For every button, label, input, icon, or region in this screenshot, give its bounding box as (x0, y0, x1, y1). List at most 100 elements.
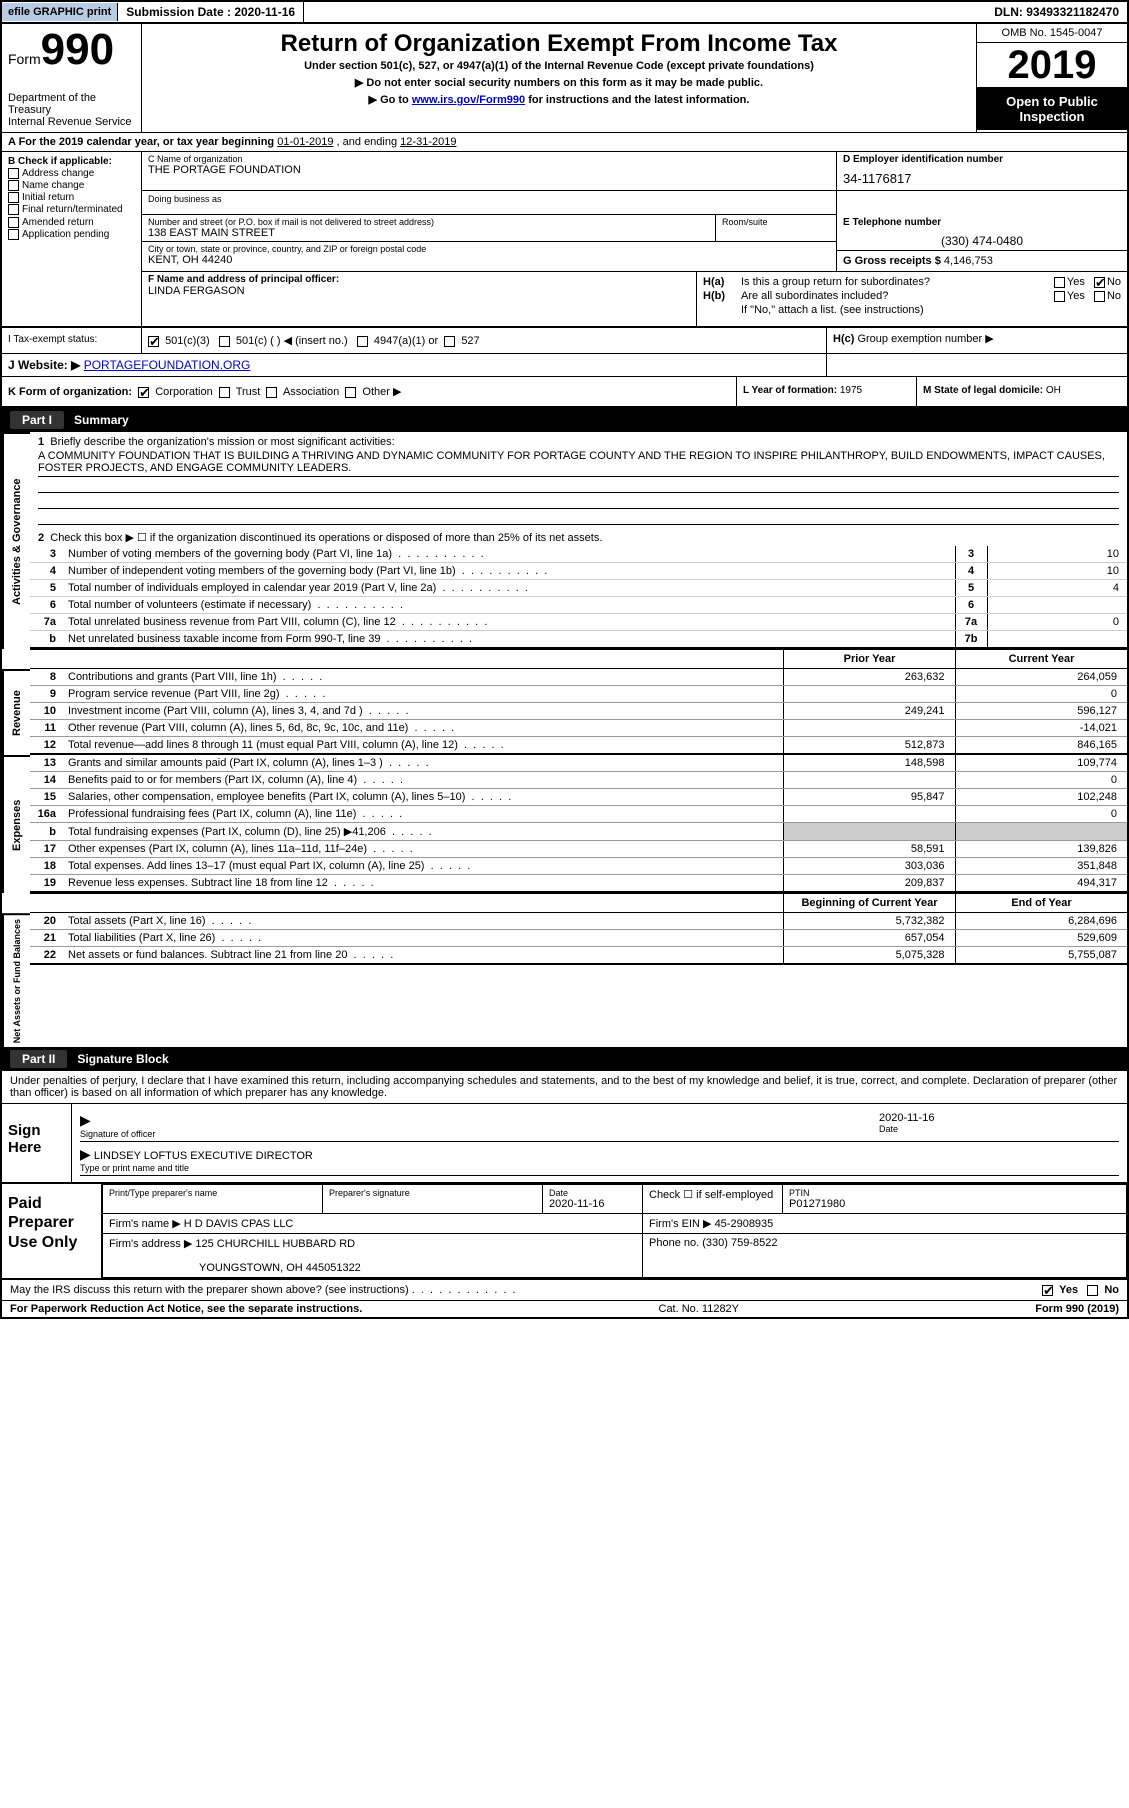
row-a-label: A For the 2019 calendar year, or tax yea… (8, 136, 277, 148)
form-number-big: 990 (41, 25, 114, 74)
irs-link[interactable]: www.irs.gov/Form990 (412, 94, 525, 106)
street-block: Number and street (or P.O. box if mail i… (142, 215, 716, 241)
h-b-yes-chk[interactable] (1054, 291, 1065, 302)
discuss-dots: . . . . . . . . . . . . (409, 1284, 516, 1296)
chk-4947[interactable] (357, 336, 368, 347)
dln-label: DLN: (994, 5, 1023, 19)
tax-status-row: I Tax-exempt status: 501(c)(3) 501(c) ( … (2, 327, 1127, 354)
mission-blank3 (38, 509, 1119, 525)
p1-revenue: Revenue 8Contributions and grants (Part … (2, 669, 1127, 755)
efile-link[interactable]: efile GRAPHIC print (2, 3, 118, 21)
h-b-txt: Are all subordinates included? (741, 290, 888, 302)
ag-desc: Number of independent voting members of … (64, 563, 955, 580)
mission-text: A COMMUNITY FOUNDATION THAT IS BUILDING … (38, 448, 1119, 477)
row-a-tax-year: A For the 2019 calendar year, or tax yea… (2, 133, 1127, 152)
fin-desc: Other revenue (Part VIII, column (A), li… (64, 720, 783, 737)
fin-py: 263,632 (783, 669, 955, 686)
website-link[interactable]: PORTAGEFOUNDATION.ORG (84, 358, 251, 372)
sig-declaration: Under penalties of perjury, I declare th… (2, 1071, 1127, 1104)
ag-box: 6 (955, 597, 987, 614)
fin-cy: 102,248 (955, 789, 1127, 806)
fin-desc: Program service revenue (Part VIII, line… (64, 686, 783, 703)
paid-label: Paid Preparer Use Only (2, 1184, 102, 1278)
sub3-prefix: ▶ Go to (369, 94, 412, 106)
exp-rows-row-16a: 16aProfessional fundraising fees (Part I… (30, 806, 1127, 823)
g-gross-label: G Gross receipts $ (843, 255, 941, 267)
firm-addr-cell: Firm's address ▶ 125 CHURCHILL HUBBARD R… (103, 1234, 643, 1278)
b-initial: Initial return (8, 192, 135, 203)
part1-title: Summary (74, 413, 129, 427)
fin-py: 249,241 (783, 703, 955, 720)
chk-amended[interactable] (8, 217, 19, 228)
fh-row: F Name and address of principal officer:… (142, 272, 1127, 326)
m-label: M State of legal domicile: (923, 385, 1043, 396)
sign-here-body: ▶ Signature of officer 2020-11-16 Date ▶… (72, 1104, 1127, 1182)
chk-app[interactable] (8, 229, 19, 240)
chk-name[interactable] (8, 180, 19, 191)
top-bar: efile GRAPHIC print Submission Date : 20… (2, 2, 1127, 24)
chk-501c[interactable] (219, 336, 230, 347)
addr-left: Number and street (or P.O. box if mail i… (142, 215, 837, 271)
ag-desc: Number of voting members of the governin… (64, 546, 955, 563)
ag-val: 10 (987, 546, 1127, 563)
fin-py: 58,591 (783, 841, 955, 858)
exp-rows-row-17: 17Other expenses (Part IX, column (A), l… (30, 841, 1127, 858)
q1-text: Briefly describe the organization's miss… (50, 436, 394, 448)
arrow-icon: ▶ (80, 1112, 91, 1128)
h-a-no-chk[interactable] (1094, 277, 1105, 288)
mission-blank2 (38, 493, 1119, 509)
k-form-org: K Form of organization: Corporation Trus… (2, 377, 737, 406)
q2-text: Check this box ▶ ☐ if the organization d… (50, 532, 602, 544)
part2-tab: Part II (10, 1050, 67, 1068)
ag-desc: Total unrelated business revenue from Pa… (64, 614, 955, 631)
h-a-yn: Yes No (1048, 276, 1121, 288)
fin-num: 18 (30, 858, 64, 875)
fin-desc: Total liabilities (Part X, line 26) . . … (64, 930, 783, 947)
q1-line: 1 Briefly describe the organization's mi… (38, 436, 1119, 448)
sig-line-2: ▶ LINDSEY LOFTUS EXECUTIVE DIRECTOR Type… (80, 1144, 1119, 1176)
j-website: J Website: ▶ PORTAGEFOUNDATION.ORG (2, 354, 827, 376)
h-b-lbl: H(b) (703, 290, 741, 302)
sig-date-value: 2020-11-16 (879, 1112, 1119, 1124)
chk-527[interactable] (444, 336, 455, 347)
h-a-yes-chk[interactable] (1054, 277, 1065, 288)
fin-cy: 264,059 (955, 669, 1127, 686)
discuss-yes-chk[interactable] (1042, 1285, 1053, 1296)
chk-addr[interactable] (8, 168, 19, 179)
subtitle-2: ▶ Do not enter social security numbers o… (150, 76, 968, 89)
fin-py: 148,598 (783, 755, 955, 772)
fin-py: 657,054 (783, 930, 955, 947)
form-title: Return of Organization Exempt From Incom… (150, 30, 968, 58)
ag-row-7a: 7aTotal unrelated business revenue from … (30, 614, 1127, 631)
chk-trust[interactable] (219, 387, 230, 398)
chk-initial[interactable] (8, 192, 19, 203)
b-name: Name change (8, 180, 135, 191)
chk-corp[interactable] (138, 387, 149, 398)
fin-py: 5,075,328 (783, 947, 955, 965)
f-label: F Name and address of principal officer: (148, 274, 690, 285)
chk-other[interactable] (345, 387, 356, 398)
efile-text: efile GRAPHIC print (8, 6, 111, 18)
chk-final[interactable] (8, 204, 19, 215)
j-row: J Website: ▶ PORTAGEFOUNDATION.ORG (2, 354, 1127, 377)
h-b-no-chk[interactable] (1094, 291, 1105, 302)
discuss-no-chk[interactable] (1087, 1285, 1098, 1296)
row-a-end: 12-31-2019 (400, 136, 456, 148)
ag-desc: Total number of individuals employed in … (64, 580, 955, 597)
room-block: Room/suite (716, 215, 836, 241)
firm-phone-cell: Phone no. (330) 759-8522 (643, 1234, 1127, 1278)
side-exp: Expenses (2, 755, 30, 893)
ag-row-b: bNet unrelated business taxable income f… (30, 631, 1127, 649)
exp-rows-row-13: 13Grants and similar amounts paid (Part … (30, 755, 1127, 772)
fin-cy: 139,826 (955, 841, 1127, 858)
c-name-label: C Name of organization (148, 154, 830, 164)
h-c-txt: Group exemption number ▶ (857, 333, 993, 345)
b-header: B Check if applicable: (8, 156, 135, 167)
tax-year: 2019 (977, 43, 1127, 88)
chk-assoc[interactable] (266, 387, 277, 398)
rev-rows-row-10: 10Investment income (Part VIII, column (… (30, 703, 1127, 720)
h-note: If "No," attach a list. (see instruction… (703, 304, 1121, 316)
fin-desc: Contributions and grants (Part VIII, lin… (64, 669, 783, 686)
chk-501c3[interactable] (148, 336, 159, 347)
ag-num: 3 (30, 546, 64, 563)
